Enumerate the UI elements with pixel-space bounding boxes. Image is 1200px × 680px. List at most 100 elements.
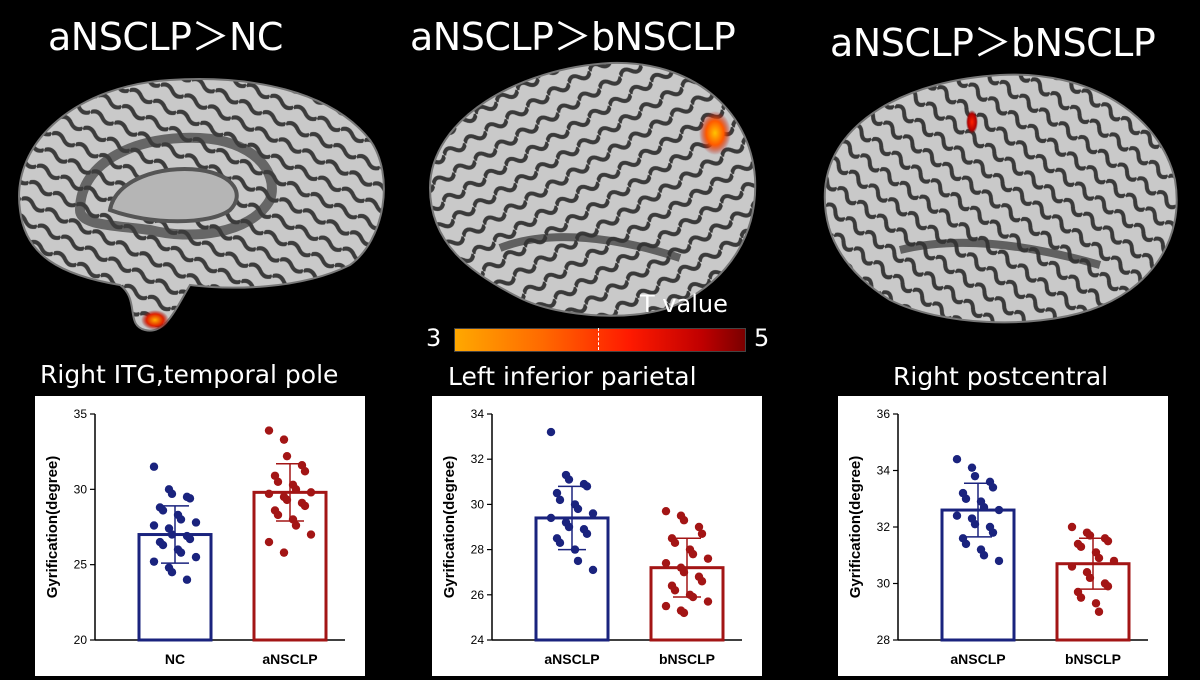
data-point-NC [158, 540, 168, 550]
data-point-aNSCLP [555, 495, 565, 505]
y-tick-label: 32 [877, 520, 891, 534]
colorbar-midpoint-marker [598, 328, 599, 350]
region-label-2: Left inferior parietal [448, 362, 697, 391]
data-point-aNSCLP [573, 504, 583, 514]
y-tick-label: 36 [877, 407, 891, 421]
data-point-aNSCLP [279, 435, 289, 444]
data-point-NC [167, 489, 177, 499]
data-point-NC [149, 557, 159, 566]
brain-left-lateral-view [428, 61, 757, 317]
data-point-bNSCLP [1094, 607, 1104, 616]
y-tick-label: 34 [877, 464, 891, 478]
data-point-bNSCLP [703, 597, 713, 606]
data-point-bNSCLP [1091, 599, 1101, 608]
data-point-aNSCLP [564, 522, 574, 532]
brain-medial-view [18, 78, 385, 332]
data-point-NC [167, 568, 177, 577]
data-point-aNSCLP [264, 537, 274, 547]
data-point-aNSCLP [552, 488, 562, 498]
data-point-aNSCLP [988, 483, 998, 492]
data-point-bNSCLP [661, 558, 671, 568]
data-point-aNSCLP [970, 471, 980, 481]
data-point-aNSCLP [291, 485, 301, 494]
gyrification-chart-2: 24 26 28 30 32 34 Gyrification(degree) aNSCLP bN… [441, 407, 742, 667]
data-point-aNSCLP [273, 510, 283, 520]
data-point-aNSCLP [994, 505, 1004, 515]
data-point-aNSCLP [546, 427, 556, 437]
y-tick-label: 34 [471, 407, 485, 421]
data-point-aNSCLP [264, 489, 274, 499]
data-point-aNSCLP [264, 426, 274, 435]
y-tick-label: 30 [471, 497, 485, 511]
data-point-bNSCLP [661, 601, 671, 611]
y-axis-label: Gyrification(degree) [44, 456, 61, 599]
t-value-colorbar: T value 3 5 [420, 290, 780, 360]
data-point-aNSCLP [282, 495, 292, 505]
data-point-aNSCLP [961, 494, 971, 503]
data-point-NC [149, 521, 159, 530]
data-point-aNSCLP [970, 519, 980, 529]
y-axis-label: Gyrification(degree) [441, 456, 458, 599]
category-label-bNSCLP: bNSCLP [1065, 651, 1121, 667]
data-point-bNSCLP [697, 577, 707, 586]
panel-title-1: aNSCLP＞NC [48, 15, 283, 59]
brain-right-lateral-view [823, 73, 1178, 324]
data-point-bNSCLP [1085, 531, 1095, 540]
chart-card-1: 20 25 30 35 Gyrification(degree) NC aNSCLP [35, 396, 365, 676]
y-tick-label: 35 [74, 407, 88, 421]
data-point-bNSCLP [694, 522, 704, 532]
y-tick-label: 24 [471, 633, 485, 647]
data-point-aNSCLP [291, 521, 301, 530]
data-point-aNSCLP [582, 482, 592, 491]
data-point-bNSCLP [670, 586, 680, 595]
data-point-bNSCLP [1076, 542, 1086, 551]
data-point-bNSCLP [688, 549, 698, 559]
data-point-bNSCLP [1103, 536, 1113, 546]
data-point-NC [167, 530, 177, 539]
data-point-aNSCLP [961, 539, 971, 549]
data-point-bNSCLP [1067, 562, 1077, 571]
data-point-aNSCLP [570, 545, 580, 554]
data-point-aNSCLP [273, 477, 283, 486]
data-point-aNSCLP [994, 556, 1004, 566]
data-point-bNSCLP [1076, 593, 1086, 602]
data-point-aNSCLP [282, 451, 292, 461]
data-point-bNSCLP [1109, 556, 1119, 566]
colorbar-min-label: 3 [426, 324, 442, 352]
data-point-aNSCLP [555, 538, 565, 548]
data-point-bNSCLP [1085, 573, 1095, 583]
data-point-bNSCLP [679, 568, 689, 577]
data-point-bNSCLP [1103, 582, 1113, 591]
data-point-NC [182, 575, 192, 584]
region-label-1: Right ITG,temporal pole [40, 360, 339, 389]
region-label-3: Right postcentral [893, 362, 1109, 391]
data-point-aNSCLP [564, 475, 574, 484]
data-point-bNSCLP [697, 529, 707, 538]
data-point-aNSCLP [979, 503, 989, 512]
data-point-bNSCLP [670, 538, 680, 548]
data-point-aNSCLP [979, 551, 989, 560]
data-point-aNSCLP [279, 548, 289, 557]
data-point-aNSCLP [952, 511, 962, 520]
data-point-aNSCLP [300, 467, 310, 476]
category-label-aNSCLP: aNSCLP [262, 651, 317, 667]
panel-title-3: aNSCLP＞bNSCLP [830, 21, 1156, 65]
data-point-bNSCLP [688, 592, 698, 602]
data-point-NC [185, 494, 195, 503]
category-label-bNSCLP: bNSCLP [659, 651, 715, 667]
y-tick-label: 20 [74, 633, 88, 647]
y-tick-label: 30 [74, 482, 88, 496]
panel-title-2: aNSCLP＞bNSCLP [410, 15, 736, 59]
gyrification-chart-3: 28 30 32 34 36 Gyrification(degree) aNSCLP bNSC… [847, 407, 1148, 667]
y-tick-label: 25 [74, 558, 88, 572]
y-axis-label: Gyrification(degree) [847, 456, 864, 599]
data-point-bNSCLP [1067, 522, 1077, 532]
category-label-aNSCLP: aNSCLP [544, 651, 599, 667]
y-tick-label: 28 [471, 543, 485, 557]
data-point-bNSCLP [661, 506, 671, 516]
data-point-bNSCLP [1094, 553, 1104, 563]
data-point-NC [149, 462, 159, 471]
data-point-NC [191, 518, 201, 527]
colorbar-title: T value [640, 290, 728, 318]
data-point-bNSCLP [703, 554, 713, 563]
